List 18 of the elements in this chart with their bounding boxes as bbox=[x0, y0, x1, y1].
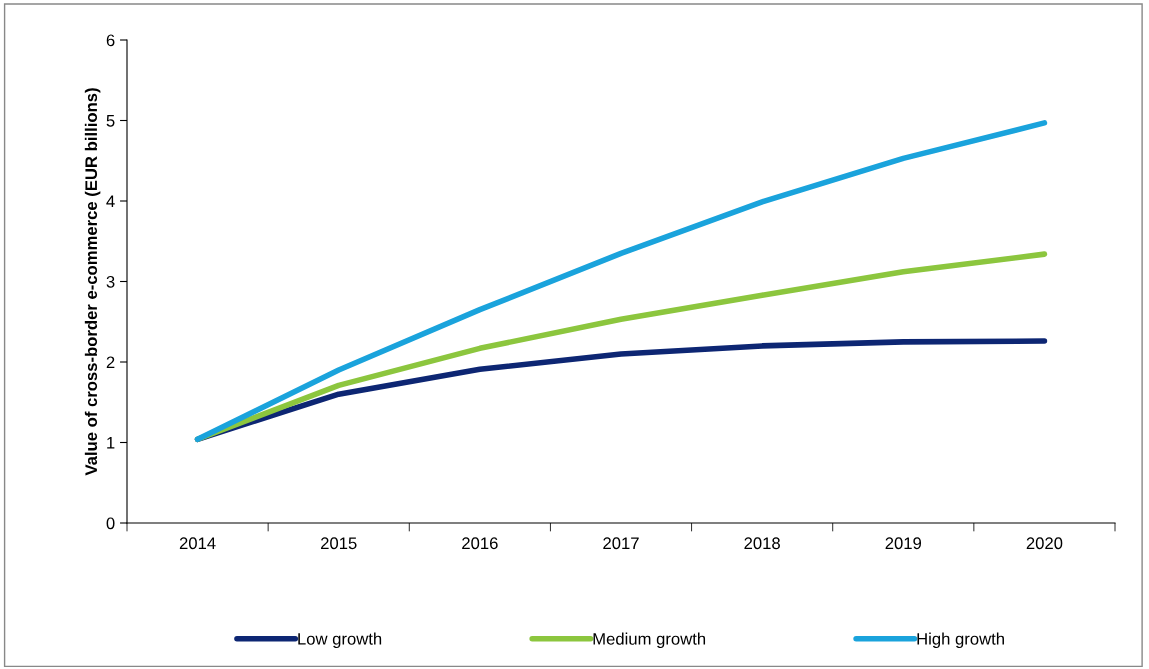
y-tick-label: 6 bbox=[106, 34, 115, 47]
legend-label: Medium growth bbox=[593, 632, 706, 649]
x-tick-label: 2018 bbox=[744, 537, 780, 550]
y-tick-label: 4 bbox=[106, 195, 115, 208]
y-axis-title: Value of cross-border e-commerce (EUR billions) bbox=[84, 88, 101, 476]
x-tick-label: 2020 bbox=[1026, 537, 1063, 550]
x-tick-label: 2019 bbox=[885, 537, 922, 550]
legend-label: High growth bbox=[917, 632, 1004, 649]
y-tick-label: 3 bbox=[106, 275, 115, 288]
y-tick-label: 1 bbox=[107, 437, 115, 449]
legend-label: Low growth bbox=[298, 632, 382, 649]
x-tick-label: 2016 bbox=[462, 537, 498, 550]
y-tick-label: 5 bbox=[106, 115, 115, 127]
y-tick-label: 0 bbox=[106, 517, 115, 530]
x-tick-label: 2015 bbox=[321, 537, 357, 550]
x-tick-label: 2014 bbox=[179, 537, 216, 550]
x-tick-label: 2017 bbox=[603, 537, 639, 550]
y-tick-label: 2 bbox=[106, 356, 115, 369]
